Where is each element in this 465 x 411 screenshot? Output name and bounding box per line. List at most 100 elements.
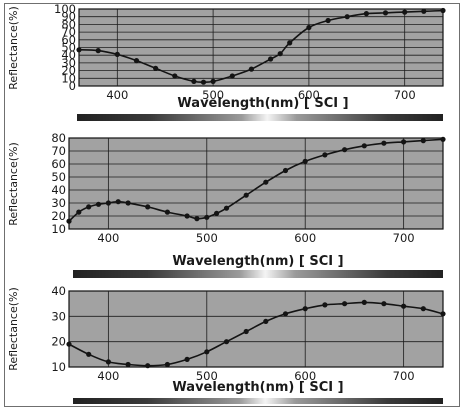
y-tick-label: 30 bbox=[51, 196, 66, 210]
data-point bbox=[184, 356, 190, 362]
y-axis-label: Reflectance(%) bbox=[7, 287, 20, 371]
data-point bbox=[145, 204, 151, 210]
data-point bbox=[194, 216, 200, 222]
y-tick-label: 80 bbox=[51, 131, 66, 145]
data-point bbox=[214, 210, 220, 216]
data-point bbox=[342, 301, 348, 307]
data-point bbox=[66, 218, 72, 224]
data-point bbox=[115, 199, 121, 205]
y-tick-label: 40 bbox=[51, 284, 66, 298]
data-point bbox=[325, 17, 331, 24]
data-point bbox=[164, 209, 170, 215]
data-point bbox=[76, 209, 82, 215]
data-point bbox=[204, 349, 210, 355]
y-axis-label: Reflectance(%) bbox=[7, 6, 20, 90]
y-tick-label: 10 bbox=[51, 222, 66, 236]
data-point bbox=[363, 11, 369, 17]
data-point bbox=[86, 351, 92, 357]
data-point bbox=[210, 78, 216, 84]
spectrum-bar bbox=[73, 270, 443, 278]
x-axis-label: Wavelength(nm) [ SCI ] bbox=[172, 380, 343, 395]
data-point bbox=[263, 179, 269, 185]
data-point bbox=[125, 200, 131, 206]
y-tick-label: 40 bbox=[61, 48, 76, 62]
data-point bbox=[361, 299, 367, 305]
spectrum-bar bbox=[73, 398, 443, 404]
data-point bbox=[76, 47, 82, 53]
data-point bbox=[401, 303, 407, 309]
data-point bbox=[164, 361, 170, 368]
y-tick-label: 20 bbox=[51, 335, 66, 349]
data-point bbox=[342, 147, 348, 153]
data-point bbox=[382, 10, 389, 16]
y-tick-label: 20 bbox=[51, 209, 66, 223]
data-point bbox=[420, 138, 426, 144]
data-point bbox=[153, 65, 159, 71]
x-tick-label: 700 bbox=[393, 369, 415, 383]
data-point bbox=[66, 341, 72, 347]
data-point bbox=[248, 66, 254, 72]
data-point bbox=[421, 8, 427, 14]
y-tick-label: 60 bbox=[51, 157, 66, 171]
y-axis-label: Reflectance(%) bbox=[7, 142, 20, 226]
data-point bbox=[172, 73, 178, 79]
data-point bbox=[223, 339, 230, 345]
data-point bbox=[204, 214, 210, 220]
data-point bbox=[361, 143, 367, 149]
data-point bbox=[381, 301, 387, 307]
spectrum-bar bbox=[77, 114, 443, 121]
data-point bbox=[282, 311, 289, 317]
data-point bbox=[105, 200, 111, 206]
x-tick-label: 500 bbox=[196, 231, 218, 245]
data-point bbox=[184, 213, 190, 219]
data-point bbox=[306, 24, 312, 31]
y-tick-label: 60 bbox=[61, 33, 76, 47]
x-tick-label: 700 bbox=[394, 88, 416, 102]
data-point bbox=[402, 9, 408, 15]
chart-panel-3: 10 20 30 40 400 500 600 700 Reflectance(%) Wavele… bbox=[7, 284, 446, 404]
data-point bbox=[263, 318, 269, 324]
x-axis-label: Wavelength(nm) [ SCI ] bbox=[177, 96, 348, 111]
data-point bbox=[287, 40, 293, 46]
data-point bbox=[114, 51, 120, 58]
data-point bbox=[95, 48, 101, 54]
y-tick-label: 50 bbox=[61, 41, 76, 55]
x-tick-label: 500 bbox=[196, 369, 218, 383]
y-tick-label: 20 bbox=[61, 64, 76, 78]
x-axis-label: Wavelength(nm) [ SCI ] bbox=[172, 254, 343, 269]
data-point bbox=[145, 363, 151, 369]
data-point bbox=[302, 158, 308, 164]
y-tick-label: 90 bbox=[61, 10, 76, 24]
x-tick-label: 400 bbox=[97, 231, 119, 245]
y-tick-label: 10 bbox=[61, 71, 76, 85]
y-tick-label: 100 bbox=[54, 4, 76, 16]
x-tick-label: 600 bbox=[298, 88, 320, 102]
x-tick-label: 400 bbox=[97, 369, 119, 383]
x-tick-label: 700 bbox=[393, 231, 415, 245]
data-point bbox=[125, 361, 131, 368]
data-point bbox=[381, 140, 387, 146]
data-point bbox=[420, 306, 426, 312]
y-tick-label: 0 bbox=[69, 79, 76, 93]
data-point bbox=[282, 167, 289, 174]
data-point bbox=[322, 152, 328, 158]
data-point bbox=[223, 205, 230, 211]
plot-area bbox=[68, 137, 444, 230]
y-tick-label: 70 bbox=[51, 144, 66, 158]
data-point bbox=[268, 56, 274, 62]
x-tick-label: 600 bbox=[294, 369, 316, 383]
data-point bbox=[440, 7, 446, 14]
series-line bbox=[78, 9, 444, 84]
data-point bbox=[86, 204, 92, 210]
figure-frame: 0 10 20 30 40 50 60 70 80 90 100 400 500 600 700 Reflec… bbox=[4, 3, 460, 407]
y-tick-label: 50 bbox=[51, 170, 66, 184]
data-point bbox=[401, 139, 407, 145]
data-point bbox=[322, 302, 328, 308]
data-point bbox=[229, 73, 235, 79]
data-point bbox=[302, 306, 308, 312]
y-tick-label: 30 bbox=[61, 56, 76, 70]
data-point bbox=[243, 192, 249, 198]
